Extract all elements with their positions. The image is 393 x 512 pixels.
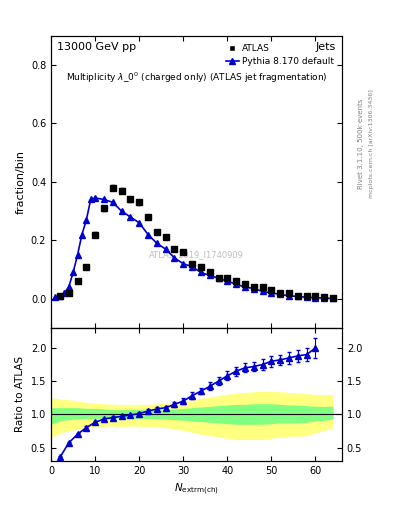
Text: ATLAS_2019_I1740909: ATLAS_2019_I1740909 xyxy=(149,250,244,260)
X-axis label: $N_{\mathrm{extrm(ch)}}$: $N_{\mathrm{extrm(ch)}}$ xyxy=(174,481,219,497)
Text: Rivet 3.1.10, 500k events: Rivet 3.1.10, 500k events xyxy=(358,98,364,188)
Text: Multiplicity $\lambda\_0^0$ (charged only) (ATLAS jet fragmentation): Multiplicity $\lambda\_0^0$ (charged onl… xyxy=(66,71,327,86)
Text: Jets: Jets xyxy=(316,41,336,52)
Legend: ATLAS, Pythia 8.170 default: ATLAS, Pythia 8.170 default xyxy=(222,40,338,70)
Text: mcplots.cern.ch [arXiv:1306.3436]: mcplots.cern.ch [arXiv:1306.3436] xyxy=(369,89,375,198)
Y-axis label: Ratio to ATLAS: Ratio to ATLAS xyxy=(15,356,25,433)
Y-axis label: fraction/bin: fraction/bin xyxy=(15,150,25,214)
Text: 13000 GeV pp: 13000 GeV pp xyxy=(57,41,136,52)
